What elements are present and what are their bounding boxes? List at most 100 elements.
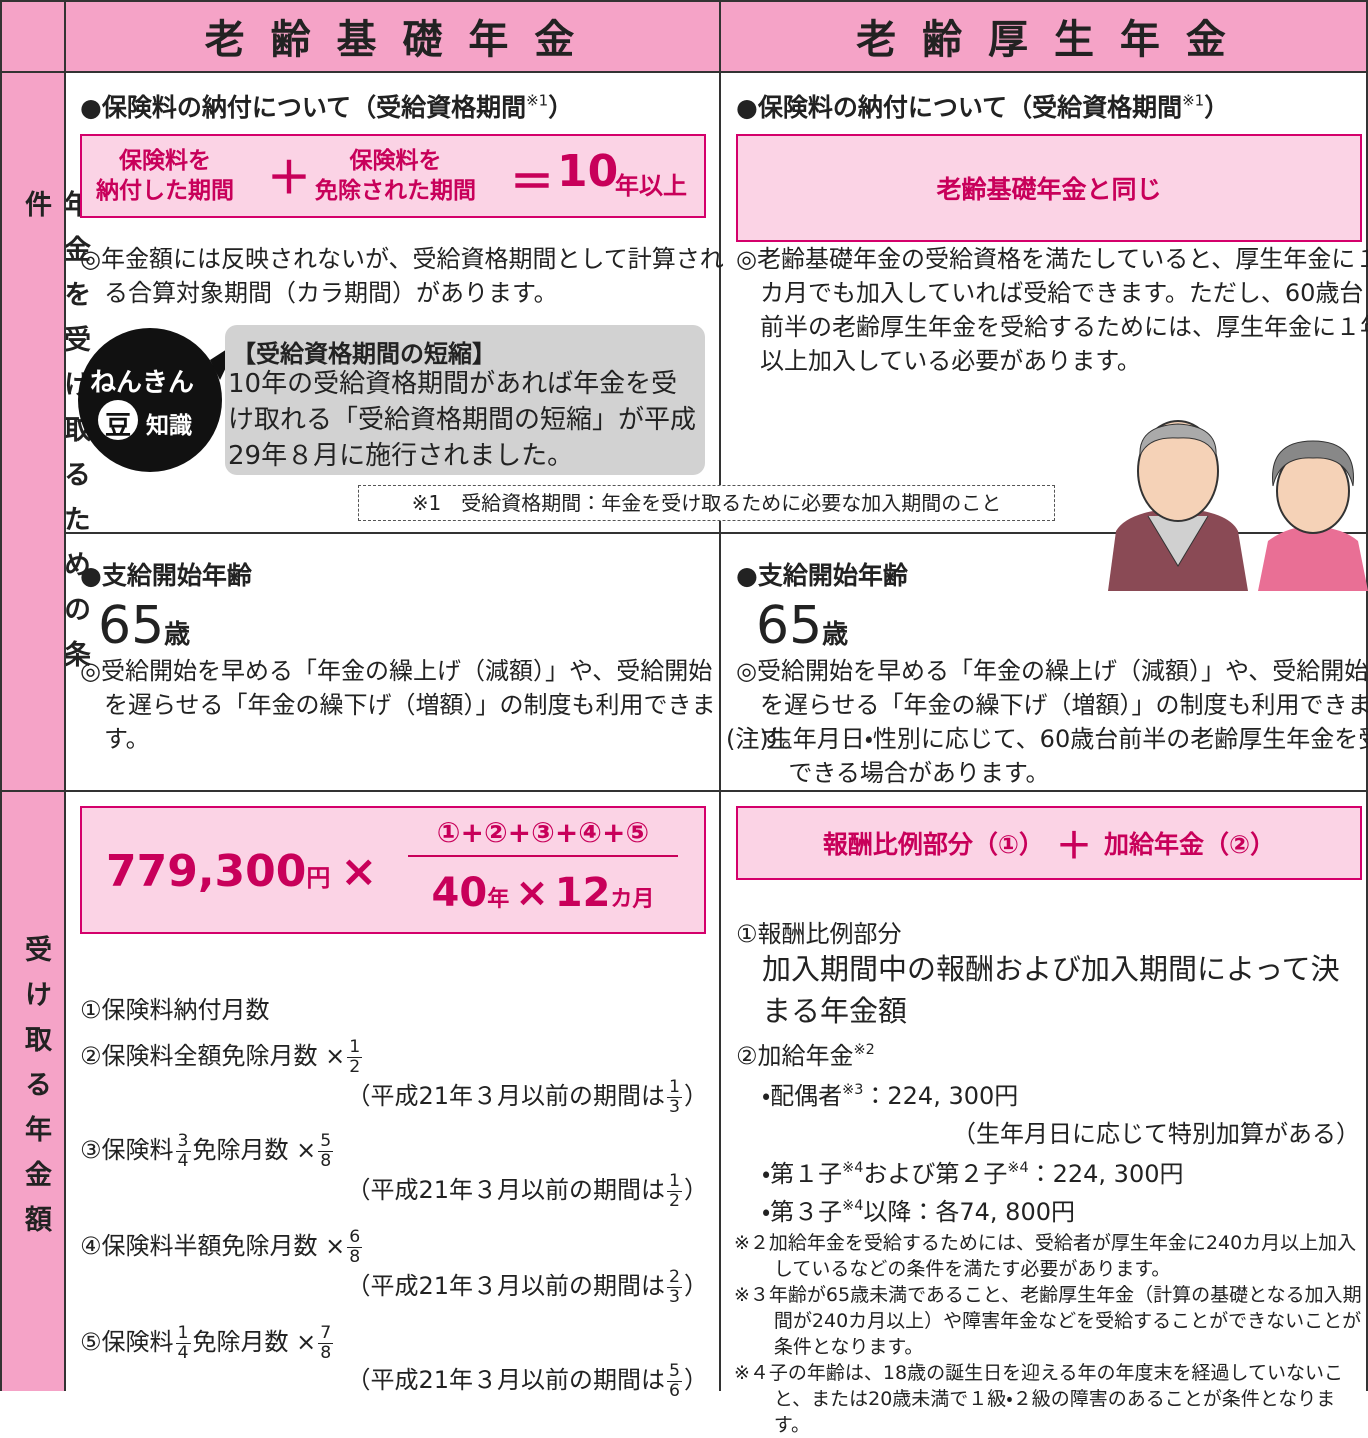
- border: [719, 0, 721, 1391]
- text: ③保険料: [80, 1136, 174, 1164]
- unit: 年以上: [615, 172, 687, 200]
- text: ：224, 300円: [1028, 1160, 1184, 1188]
- plus: ＋: [1055, 826, 1092, 867]
- man-collar: [1147, 515, 1209, 567]
- times: ×: [340, 846, 378, 897]
- footnote: ※1 受給資格期間：年金を受け取るために必要な加入期間のこと: [358, 485, 1055, 521]
- badge-text: ねんきん: [90, 368, 195, 398]
- line: ・配偶者※3：224, 300円: [762, 1076, 1018, 1111]
- denominator: 8: [320, 1342, 332, 1363]
- text: ②加給年金: [736, 1042, 854, 1070]
- denominator: 2: [349, 1056, 361, 1077]
- term: 報酬比例部分（①）: [822, 830, 1044, 859]
- superscript: ※4: [842, 1159, 864, 1176]
- line: 加入期間中の報酬および加入期間によって決まる年金額: [762, 948, 1362, 1032]
- text: ）: [684, 1366, 708, 1394]
- badge-text: 知識: [146, 413, 192, 439]
- numerator: 2: [667, 1267, 682, 1288]
- column-header: 老 齢 厚 生 年 金: [856, 17, 1232, 63]
- denominator: 8: [349, 1246, 361, 1267]
- superscript: ※4: [842, 1197, 864, 1214]
- note: ※２加給年金を受給するためには、受給者が厚生年金に240カ月以上加入しているなど…: [734, 1232, 1357, 1280]
- border: [64, 0, 66, 1391]
- number: 65: [98, 596, 165, 656]
- denominator: 3: [669, 1286, 680, 1307]
- item: ①保険料納付月数: [80, 990, 270, 1025]
- text: ①保険料納付月数: [80, 996, 270, 1024]
- number: 12: [554, 870, 611, 916]
- denominator: 8: [320, 1150, 332, 1171]
- unit: 歳: [822, 620, 849, 650]
- numerator: ①+②+③+④+⑤: [408, 816, 678, 857]
- text: ・第１子: [762, 1160, 843, 1188]
- line: （生年月日に応じて特別加算がある）: [952, 1114, 1360, 1149]
- line: ②加給年金※2: [736, 1036, 875, 1071]
- note: ◎老齢基礎年金の受給資格を満たしていると、厚生年金に１カ月でも加入していれば受給…: [736, 245, 1368, 375]
- number: 10: [557, 146, 619, 197]
- term: 保険料を 免除された期間: [315, 146, 476, 206]
- badge-dot: [98, 400, 138, 440]
- unit: カ月: [610, 887, 655, 912]
- text: ①報酬比例部分: [736, 920, 902, 948]
- header-band: [0, 0, 1368, 72]
- numerator: 5: [318, 1131, 334, 1152]
- text: 以降：各74, 800円: [863, 1198, 1075, 1226]
- section-heading: ●保険料の納付について（受給資格期間※1）: [80, 88, 573, 124]
- row-label: 受け取る年金額: [20, 935, 51, 1250]
- term-line: 保険料を: [349, 148, 442, 174]
- note: ※３年齢が65歳未満であること、老齢厚生年金（計算の基礎となる加入期間が240カ…: [734, 1284, 1362, 1358]
- formula-box: 保険料を 納付した期間 ＋ 保険料を 免除された期間 ＝ 10 年以上: [80, 134, 706, 218]
- trivia-title: 【受給資格期間の短縮】: [232, 340, 496, 368]
- text: ・配偶者: [762, 1082, 843, 1110]
- man-face: [1137, 420, 1219, 522]
- term-line: 納付した期間: [96, 178, 234, 204]
- divider: [65, 532, 1368, 534]
- text: 免除月数 ×: [192, 1328, 317, 1356]
- woman-hair: [1272, 440, 1354, 487]
- trivia-body: 10年の受給資格期間があれば年金を受け取れる「受給資格期間の短縮」が平成29年８…: [228, 369, 697, 471]
- item: ⑤保険料 1 4 免除月数 × 7 8: [80, 1322, 335, 1362]
- column-header: 老 齢 基 礎 年 金: [204, 17, 581, 63]
- border: [1366, 0, 1368, 1391]
- man-hair: [1139, 423, 1217, 457]
- item: ③保険料 3 4 免除月数 × 5 8: [80, 1130, 335, 1170]
- equals: ＝: [510, 157, 554, 208]
- text: 加入期間中の報酬および加入期間によって決まる年金額: [762, 952, 1340, 1028]
- unit: 円: [306, 864, 331, 892]
- text: ②保険料全額免除月数 ×: [80, 1042, 346, 1070]
- denominator: 3: [669, 1096, 680, 1117]
- age-number: 65歳: [98, 596, 190, 656]
- text: ）: [548, 93, 574, 122]
- section-heading: ●支給開始年齢: [736, 561, 908, 590]
- numerator: 3: [175, 1131, 191, 1152]
- number: 40: [431, 870, 488, 916]
- section-heading: ●支給開始年齢: [80, 561, 252, 590]
- text: （平成21年３月以前の期間は: [346, 1176, 665, 1204]
- superscript: ※1: [1182, 91, 1205, 110]
- notes: ※２加給年金を受給するためには、受給者が厚生年金に240カ月以上加入しているなど…: [734, 1230, 1364, 1438]
- denominator: 2: [669, 1190, 680, 1211]
- item-note: （平成21年３月以前の期間は 5 6）: [346, 1360, 708, 1399]
- border: [0, 71, 1368, 73]
- text: ）: [684, 1272, 708, 1300]
- text: ④保険料半額免除月数 ×: [80, 1232, 346, 1260]
- term: 加給年金（②）: [1104, 830, 1276, 859]
- text: ⑤保険料: [80, 1328, 174, 1356]
- superscript: ※4: [1007, 1159, 1029, 1176]
- formula-box: 779,300円 × ①+②+③+④+⑤ 40年 × 12カ月: [80, 806, 706, 934]
- label-column: [0, 72, 65, 1391]
- base: 779,300円 ×: [106, 846, 377, 897]
- badge-text: 豆: [104, 411, 131, 441]
- border: [0, 790, 1368, 792]
- term-line: 保険料を: [119, 148, 211, 174]
- text: （平成21年３月以前の期間は: [346, 1082, 665, 1110]
